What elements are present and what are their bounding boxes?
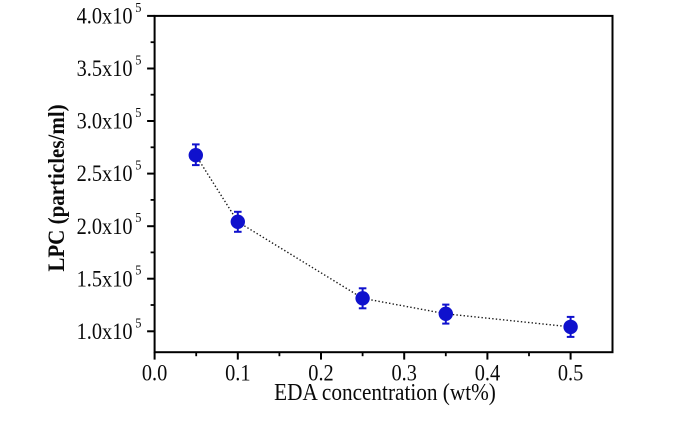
svg-text:0.4: 0.4 bbox=[475, 360, 501, 385]
svg-text:0.0: 0.0 bbox=[142, 360, 168, 385]
svg-text:0.5: 0.5 bbox=[558, 360, 583, 385]
svg-text:EDA concentration (wt%): EDA concentration (wt%) bbox=[274, 379, 496, 405]
svg-text:0.2: 0.2 bbox=[308, 360, 333, 385]
svg-text:0.1: 0.1 bbox=[225, 360, 250, 385]
svg-text:0.3: 0.3 bbox=[391, 360, 416, 385]
svg-text:LPC (particles/ml): LPC (particles/ml) bbox=[43, 104, 69, 271]
